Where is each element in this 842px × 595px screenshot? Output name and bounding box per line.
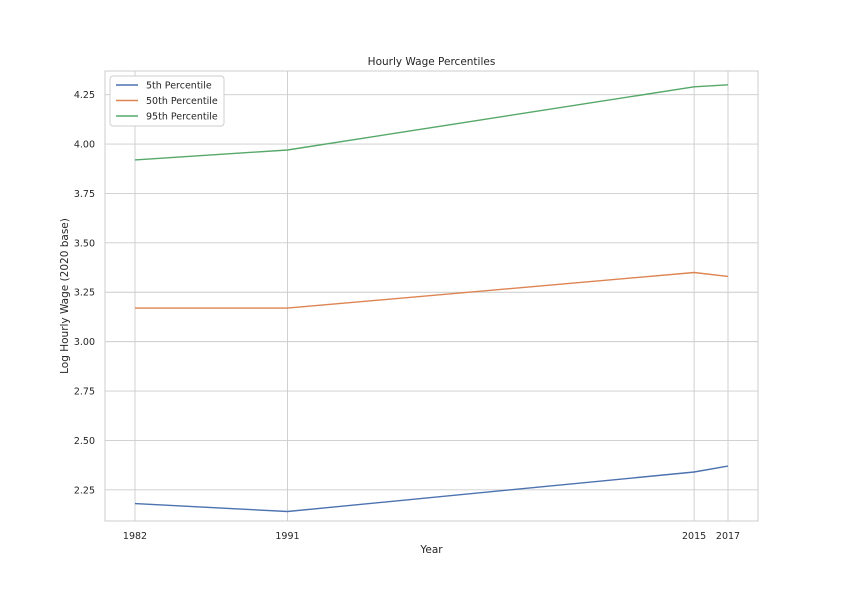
legend-item: 95th Percentile bbox=[116, 112, 218, 123]
plot-frame bbox=[104, 70, 759, 522]
y-tick-label: 3.00 bbox=[74, 337, 95, 348]
chart-title: Hourly Wage Percentiles bbox=[368, 56, 496, 68]
series-line-2 bbox=[135, 271, 729, 309]
legend: 5th Percentile 50th Percentile 95th Percen… bbox=[109, 75, 225, 127]
legend-item: 50th Percentile bbox=[116, 96, 218, 107]
x-tick-label: 1982 bbox=[123, 531, 147, 542]
legend-label: 95th Percentile bbox=[146, 112, 218, 123]
legend-label: 50th Percentile bbox=[146, 96, 218, 107]
grid bbox=[105, 71, 758, 521]
legend-item: 5th Percentile bbox=[116, 81, 212, 92]
y-tick-label: 4.00 bbox=[74, 140, 95, 151]
series-line-3 bbox=[134, 84, 729, 161]
x-tick-label: 2017 bbox=[716, 531, 740, 542]
y-tick-label: 2.25 bbox=[74, 485, 95, 496]
x-tick-label: 1991 bbox=[275, 531, 299, 542]
legend-box bbox=[109, 75, 225, 127]
y-tick-label: 3.75 bbox=[74, 189, 95, 200]
y-tick-label: 2.50 bbox=[74, 436, 95, 447]
y-tick-label: 3.25 bbox=[74, 288, 95, 299]
y-tick-label: 4.25 bbox=[74, 90, 95, 101]
y-axis-label: Log Hourly Wage (2020 base) bbox=[59, 218, 71, 374]
y-tick-label: 3.50 bbox=[74, 238, 95, 249]
y-tick-label: 2.75 bbox=[74, 387, 95, 398]
y-tick-labels: 2.25 2.50 2.75 3.00 3.25 3.50 3.75 4.00 4.25 bbox=[74, 90, 95, 496]
x-tick-labels: 1982 1991 2015 2017 bbox=[123, 531, 740, 542]
series-line-1 bbox=[134, 465, 729, 513]
series-lines bbox=[134, 84, 729, 513]
legend-label: 5th Percentile bbox=[146, 81, 212, 92]
x-tick-label: 2015 bbox=[682, 531, 706, 542]
x-axis-label: Year bbox=[419, 544, 443, 556]
